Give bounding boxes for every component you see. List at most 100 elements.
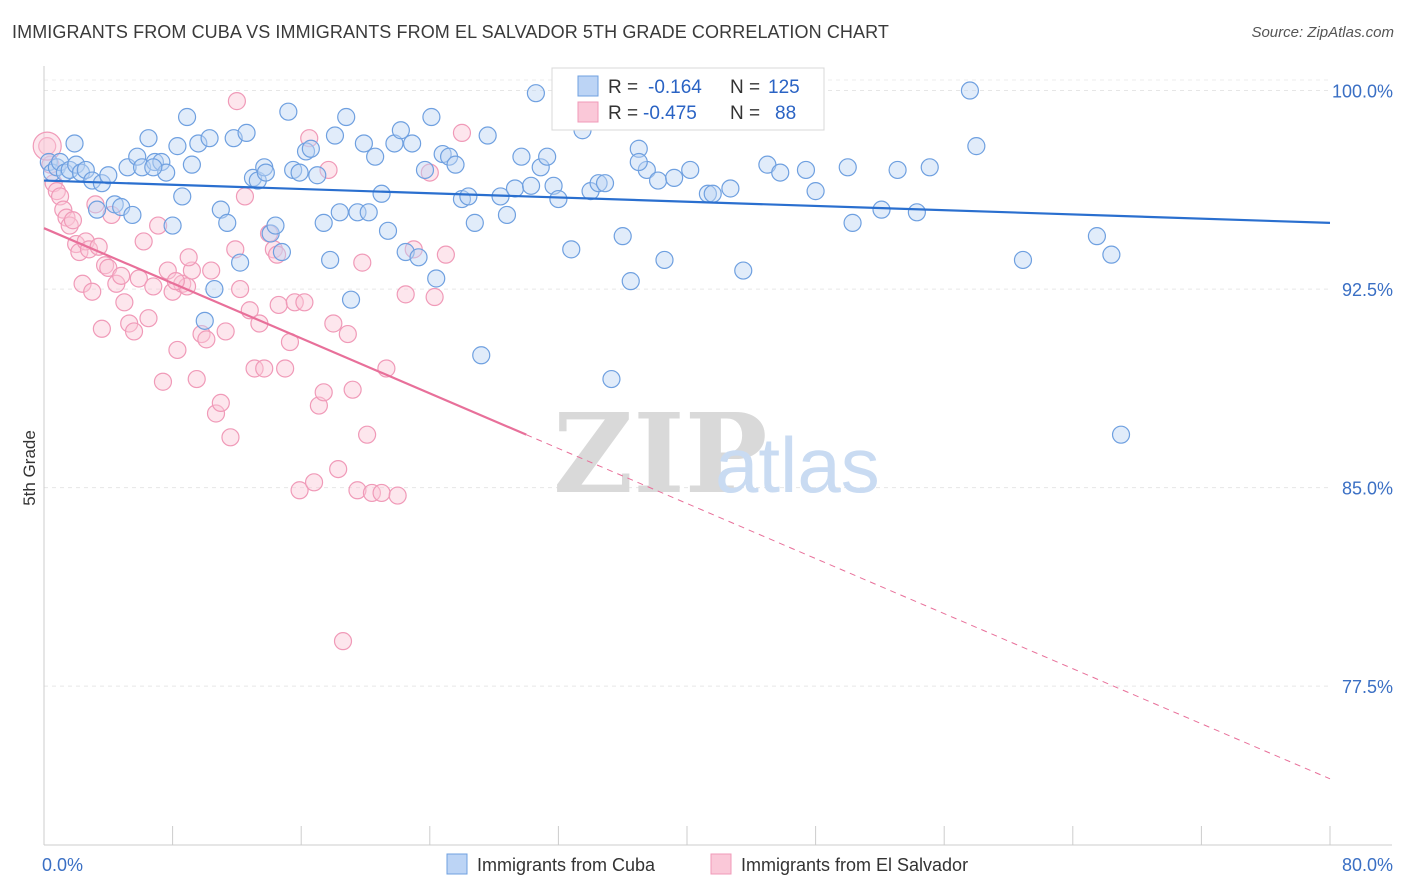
cuba-point-92 [602, 369, 621, 389]
cuba-point-97 [648, 171, 668, 190]
el-salvador-point-25 [124, 322, 144, 341]
watermark-atlas: atlas [715, 421, 880, 509]
el-salvador-point-78 [396, 285, 415, 304]
el-salvador-point-17 [92, 319, 111, 338]
cuba-point-47 [301, 139, 320, 158]
cuba-point-17 [128, 147, 147, 166]
cuba-point-35 [231, 253, 250, 272]
el-salvador-point-67 [329, 459, 348, 479]
cuba-point-107 [796, 160, 816, 180]
y-tick-label-3: 77.5% [1342, 677, 1393, 697]
cuba-point-24 [168, 137, 187, 156]
el-salvador-point-8 [63, 211, 83, 230]
el-salvador-point-38 [187, 369, 206, 389]
y-tick-label-0: 100.0% [1332, 82, 1393, 102]
el-salvador-point-0 [38, 137, 57, 156]
cuba-point-42 [272, 242, 292, 262]
cuba-point-90 [589, 174, 608, 193]
cuba-point-109 [838, 158, 857, 177]
legend-r-label-el-salvador: R = [608, 103, 638, 124]
cuba-point-56 [354, 134, 373, 153]
el-salvador-point-80 [420, 163, 439, 182]
cuba-point-117 [1013, 250, 1033, 270]
trend-line-cuba [43, 179, 1331, 224]
el-salvador-point-44 [216, 322, 235, 341]
y-tick-labels: 100.0% 92.5% 85.0% 77.5% [1332, 82, 1393, 698]
el-salvador-point-45 [221, 428, 240, 447]
el-salvador-point-58 [285, 293, 304, 312]
source-label: Source: ZipAtlas.com [1251, 24, 1394, 41]
el-salvador-point-31 [153, 372, 173, 391]
cuba-point-83 [531, 158, 550, 177]
cuba-point-119 [1102, 245, 1121, 264]
cuba-point-93 [613, 227, 632, 246]
cuba-point-43 [279, 102, 298, 121]
el-salvador-point-22 [112, 266, 131, 285]
el-salvador-point-73 [358, 425, 377, 444]
cuba-point-98 [655, 250, 674, 270]
cuba-point-31 [205, 279, 224, 299]
el-salvador-point-81 [425, 287, 444, 307]
cuba-point-108 [806, 182, 825, 201]
el-salvador-point-3 [47, 182, 66, 201]
x-tick-labels: 0.0% 80.0% [42, 855, 1393, 875]
el-salvador-point-41 [202, 261, 221, 280]
legend-r-value-el-salvador: -0.475 [643, 103, 697, 124]
el-salvador-point-85 [227, 92, 246, 111]
legend-swatch-el-salvador [577, 101, 599, 123]
cuba-point-46 [296, 142, 316, 161]
el-salvador-point-77 [388, 486, 407, 505]
cuba-point-66 [415, 160, 435, 180]
cuba-point-16 [123, 205, 142, 225]
cuba-point-80 [512, 147, 531, 166]
cuba-point-68 [427, 269, 446, 288]
el-salvador-point-71 [348, 481, 367, 500]
cuba-point-57 [359, 203, 378, 222]
el-salvador-point-68 [333, 632, 353, 651]
cuba-point-65 [409, 248, 428, 267]
cuba-point-84 [538, 147, 557, 166]
cuba-point-28 [189, 134, 208, 153]
cuba-point-12 [99, 166, 118, 185]
el-salvador-point-14 [83, 282, 102, 301]
cuba-point-115 [960, 81, 980, 100]
trend-lines [43, 179, 1331, 780]
cuba-point-82 [526, 84, 545, 103]
el-salvador-point-50 [245, 359, 264, 378]
cuba-point-19 [139, 129, 158, 148]
el-salvador-point-34 [168, 340, 187, 360]
cuba-point-78 [497, 205, 517, 225]
el-salvador-point-75 [372, 483, 391, 503]
el-salvador-point-86 [267, 245, 287, 264]
trend-line-el-salvador-extension [526, 434, 1331, 780]
legend-n-value-el-salvador: 88 [775, 103, 796, 124]
legend-r-label-cuba: R = [608, 77, 638, 98]
el-salvador-point-55 [269, 295, 288, 315]
cuba-point-59 [372, 184, 391, 203]
trend-line-el-salvador [43, 227, 527, 436]
chart-title: IMMIGRANTS FROM CUBA VS IMMIGRANTS FROM … [12, 22, 889, 42]
cuba-point-45 [290, 163, 309, 182]
x-tick-label-0: 0.0% [42, 855, 83, 875]
cuba-point-30 [200, 129, 219, 148]
cuba-point-87 [562, 240, 581, 259]
cuba-point-114 [920, 158, 939, 177]
cuba-point-26 [177, 107, 197, 127]
cuba-point-36 [237, 123, 256, 142]
cuba-point-103 [721, 179, 740, 198]
cuba-point-53 [337, 107, 356, 127]
cuba-point-54 [341, 290, 361, 309]
el-salvador-point-27 [134, 232, 153, 251]
el-salvador-point-large [32, 131, 62, 161]
el-salvador-point-29 [144, 277, 163, 296]
legend-box: R = -0.164 N = 125 R = -0.475 N = 88 [551, 67, 825, 131]
el-salvador-point-40 [197, 330, 216, 349]
legend-swatch-cuba [577, 75, 599, 97]
el-salvador-point-62 [304, 473, 324, 492]
cuba-point-86 [549, 189, 568, 209]
cuba-point-58 [366, 147, 385, 166]
cuba-point-123 [256, 163, 275, 182]
cuba-point-10 [87, 200, 107, 219]
cuba-point-112 [888, 160, 907, 180]
cuba-point-64 [403, 134, 422, 153]
